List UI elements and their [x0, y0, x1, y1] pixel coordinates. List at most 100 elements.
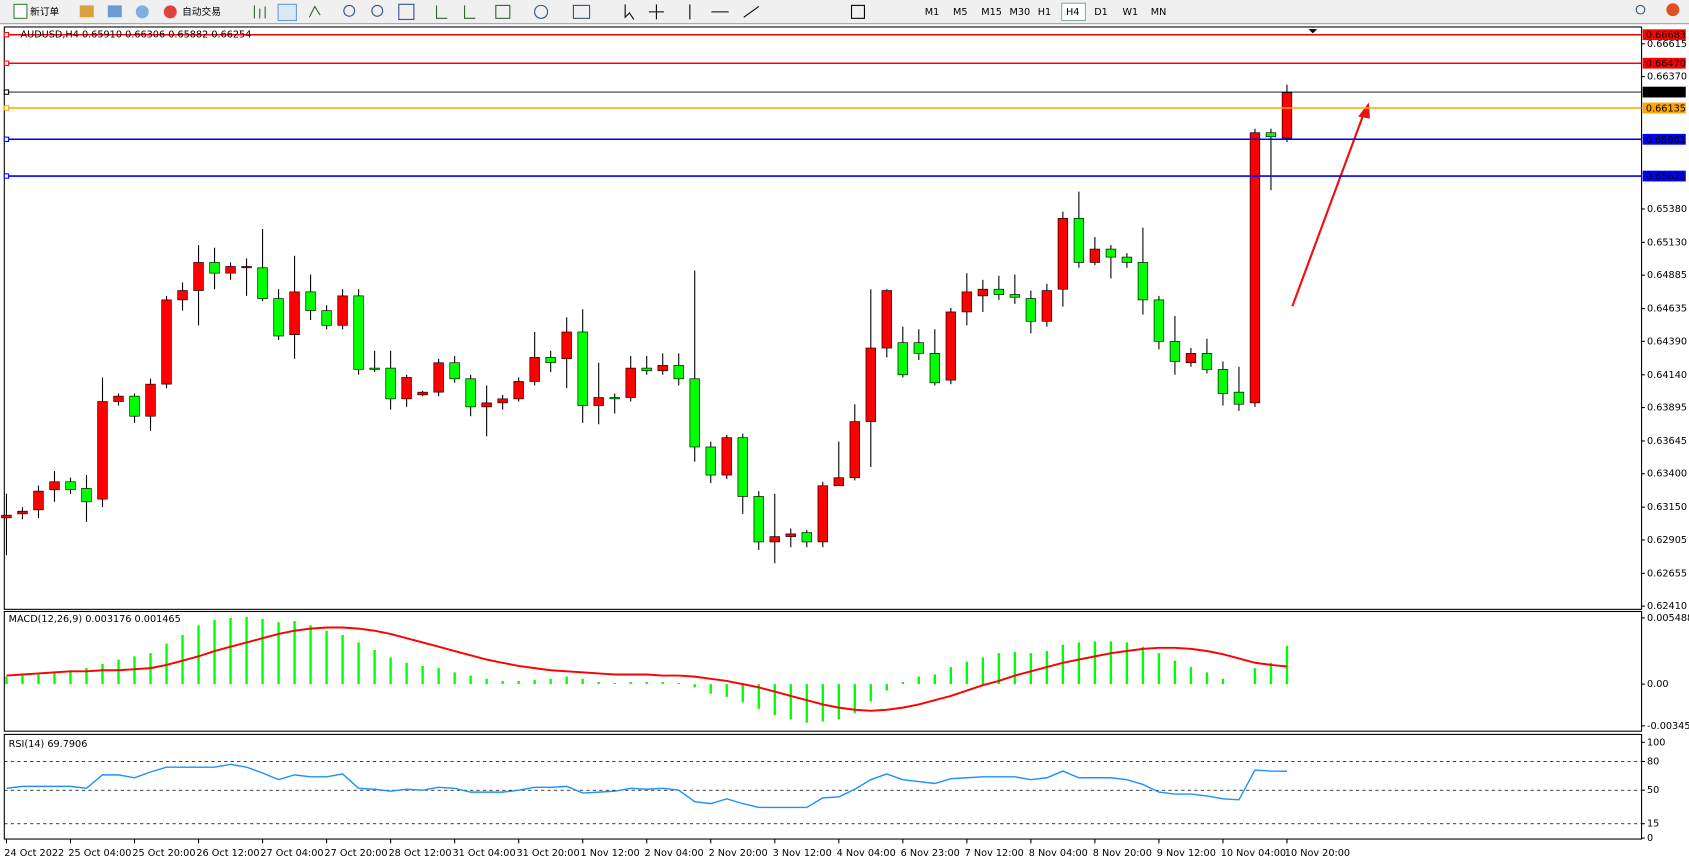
icon[interactable] — [343, 4, 356, 17]
candle-body — [65, 481, 76, 491]
timeframe-button[interactable]: W1 — [1122, 7, 1138, 18]
candle-body — [193, 262, 204, 291]
level-handle — [3, 32, 10, 38]
icon[interactable] — [1635, 4, 1646, 15]
icon[interactable] — [135, 5, 149, 19]
icon[interactable] — [253, 5, 266, 19]
panel-title: MACD(12,26,9) 0.003176 0.001465 — [9, 614, 181, 625]
candle-body — [337, 295, 348, 326]
y-tick-label: 0.64390 — [1647, 336, 1687, 347]
price-level-box — [1642, 86, 1686, 98]
y-tick-label: 0.64635 — [1647, 304, 1687, 315]
timeframe-button[interactable]: M5 — [953, 7, 968, 18]
icon[interactable] — [572, 4, 591, 19]
candle-body — [113, 395, 124, 402]
candle-body — [1217, 369, 1229, 394]
icon[interactable] — [308, 5, 321, 18]
icon[interactable] — [277, 3, 297, 22]
candle-body — [81, 488, 92, 503]
y-tick-label: 0.63645 — [1647, 436, 1687, 447]
candle-body — [401, 377, 412, 400]
timeframe-button[interactable]: M15 — [981, 7, 1002, 18]
button-label: 自动交易 — [182, 5, 221, 18]
y-tick-label: 0.64140 — [1647, 370, 1687, 381]
y-tick-label: 0.62410 — [1647, 601, 1687, 612]
candle-body — [1169, 341, 1181, 362]
autotrade-button[interactable]: 自动交易 — [163, 5, 221, 19]
candle-body — [1233, 391, 1245, 405]
icon[interactable] — [79, 5, 94, 18]
icon[interactable] — [534, 4, 549, 19]
candle-body — [1137, 262, 1149, 301]
y-tick-label: 0.63895 — [1647, 403, 1687, 414]
candle-body — [481, 402, 492, 408]
candle-body — [1073, 217, 1085, 263]
timeframe-button[interactable]: M1 — [925, 7, 940, 18]
y-tick-label: -0.003457 — [1647, 721, 1689, 732]
candle-body — [449, 362, 460, 380]
candle-body — [529, 357, 540, 382]
timeframe-button[interactable]: H4 — [1066, 7, 1079, 18]
x-tick-label: 7 Nov 12:00 — [965, 848, 1024, 859]
x-tick-label: 9 Nov 12:00 — [1157, 848, 1216, 859]
y-tick-label: 0.65130 — [1647, 237, 1687, 248]
level-handle — [3, 105, 10, 111]
candle-body — [945, 311, 957, 381]
x-tick-label: 1 Nov 12:00 — [581, 848, 640, 859]
icon[interactable] — [398, 3, 415, 20]
timeframe-button[interactable]: D1 — [1094, 7, 1108, 18]
candle-body — [753, 496, 764, 543]
candle-body — [913, 342, 924, 354]
macd-panel — [3, 610, 1643, 732]
x-tick-label: 2 Nov 20:00 — [709, 848, 768, 859]
level-handle — [3, 173, 10, 179]
candle-body — [769, 536, 780, 543]
price-level-label: 0.65901 — [1646, 135, 1686, 146]
new-order-button[interactable]: 新订单 — [13, 3, 60, 19]
icon[interactable] — [107, 5, 122, 18]
candle-body — [497, 398, 508, 404]
icon[interactable] — [648, 4, 760, 20]
price-level-label: 0.66135 — [1646, 104, 1686, 115]
candle-body — [225, 266, 236, 274]
icon[interactable] — [435, 5, 476, 19]
candle-body — [641, 367, 652, 372]
icon[interactable] — [624, 4, 635, 20]
candle-body — [1281, 92, 1293, 139]
candle-body — [1025, 298, 1037, 322]
y-tick-label: 0.00 — [1647, 679, 1669, 690]
candle-body — [433, 362, 444, 393]
candle-body — [849, 421, 860, 479]
candle-body — [369, 367, 380, 370]
chart-shift-marker — [1308, 29, 1318, 34]
candle-body — [993, 288, 1005, 295]
y-tick-label: 0.62655 — [1647, 568, 1687, 579]
timeframe-button[interactable]: M30 — [1010, 7, 1031, 18]
panel-title: RSI(14) 69.7906 — [9, 739, 88, 750]
candle-body — [513, 381, 524, 400]
level-handle — [3, 60, 10, 66]
candle-body — [417, 391, 428, 396]
price-level-label: 0.65626 — [1646, 172, 1686, 183]
candle-body — [1249, 132, 1261, 404]
icon[interactable] — [371, 4, 384, 17]
candle-body — [257, 267, 268, 299]
y-tick-label: 50 — [1647, 785, 1659, 796]
candle-body — [1057, 217, 1069, 290]
candle-body — [721, 437, 732, 476]
arrow-head — [1358, 102, 1370, 119]
icon[interactable] — [850, 4, 865, 19]
x-tick-label: 2 Nov 04:00 — [645, 848, 704, 859]
candle-body — [961, 291, 973, 313]
annotation-arrow — [1291, 102, 1370, 307]
timeframe-button[interactable]: H1 — [1038, 7, 1051, 18]
price-level-box — [1642, 170, 1686, 182]
y-tick-label: 0.66615 — [1647, 39, 1687, 50]
notification-badge[interactable] — [1666, 3, 1680, 17]
y-tick-label: 0.005488 — [1647, 613, 1689, 624]
icon[interactable] — [495, 4, 511, 19]
timeframe-button[interactable]: MN — [1151, 7, 1167, 18]
x-tick-label: 26 Oct 12:00 — [196, 848, 259, 859]
level-handle — [3, 89, 10, 95]
